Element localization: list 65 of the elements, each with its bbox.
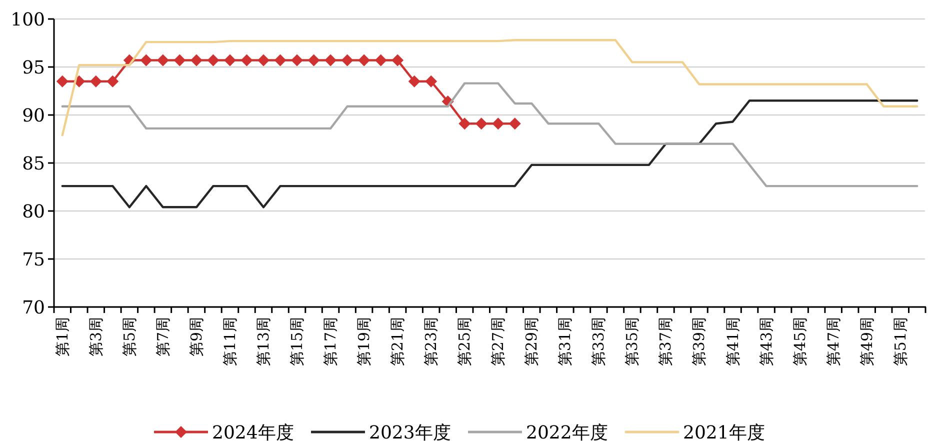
x-tick-label: 第13周 <box>254 317 272 366</box>
point <box>224 54 236 66</box>
x-tick-label: 第39周 <box>690 317 708 366</box>
x-tick-label: 第21周 <box>388 317 407 366</box>
x-tick-label: 第41周 <box>724 317 742 366</box>
y-tick-label: 90 <box>22 105 45 126</box>
point <box>374 54 387 66</box>
x-tick-label: 第11周 <box>220 317 239 366</box>
point <box>508 118 521 130</box>
point <box>324 54 337 66</box>
x-tick-label: 第19周 <box>355 317 374 366</box>
point <box>156 54 169 66</box>
point <box>90 75 102 88</box>
point <box>140 54 152 66</box>
x-tick-label: 第45周 <box>790 317 809 366</box>
point <box>392 54 404 66</box>
point <box>190 54 202 66</box>
legend-label: 2021年度 <box>683 422 765 441</box>
point <box>291 54 304 66</box>
point <box>358 54 370 66</box>
point <box>308 54 320 66</box>
line-series <box>61 82 918 188</box>
x-tick-label: 第35周 <box>623 317 642 366</box>
legend-label: 2022年度 <box>526 422 608 441</box>
y-tick-label: 95 <box>22 57 45 78</box>
y-tick-label: 85 <box>22 153 45 174</box>
line-series <box>61 39 918 136</box>
x-tick-label: 第51周 <box>891 317 910 366</box>
x-tick-label: 第1周 <box>53 317 72 357</box>
point <box>274 54 286 66</box>
x-tick-label: 第43周 <box>757 317 776 366</box>
point <box>56 75 68 88</box>
x-tick-label: 第15周 <box>288 317 306 366</box>
x-tick-label: 第27周 <box>489 317 508 366</box>
x-tick-label: 第37周 <box>656 317 675 366</box>
point <box>458 118 471 130</box>
legend-label: 2023年度 <box>369 422 451 441</box>
x-tick-label: 第29周 <box>522 317 541 366</box>
y-tick-label: 80 <box>22 201 45 222</box>
point <box>425 75 438 88</box>
point <box>240 54 253 66</box>
x-tick-label: 第49周 <box>858 317 876 366</box>
point <box>257 54 270 66</box>
x-tick-label: 第33周 <box>590 317 608 366</box>
line-series <box>61 100 918 208</box>
x-tick-label: 第3周 <box>86 317 105 357</box>
point <box>341 54 354 66</box>
x-tick-label: 第47周 <box>824 317 842 366</box>
x-tick-label: 第5周 <box>120 317 138 357</box>
x-tick-label: 第17周 <box>322 317 340 366</box>
y-tick-label: 70 <box>22 297 45 318</box>
legend-label: 2024年度 <box>212 422 294 441</box>
point <box>475 118 488 130</box>
x-tick-label: 第9周 <box>187 317 206 357</box>
x-tick-label: 第23周 <box>422 317 440 366</box>
y-tick-label: 75 <box>22 249 45 270</box>
point <box>106 75 119 88</box>
point <box>207 54 220 66</box>
x-tick-label: 第7周 <box>154 317 172 357</box>
point <box>174 54 186 66</box>
y-tick-label: 100 <box>10 9 45 30</box>
point <box>492 118 504 130</box>
point <box>408 75 420 88</box>
x-tick-label: 第25周 <box>456 317 474 366</box>
x-tick-label: 第31周 <box>556 317 574 366</box>
